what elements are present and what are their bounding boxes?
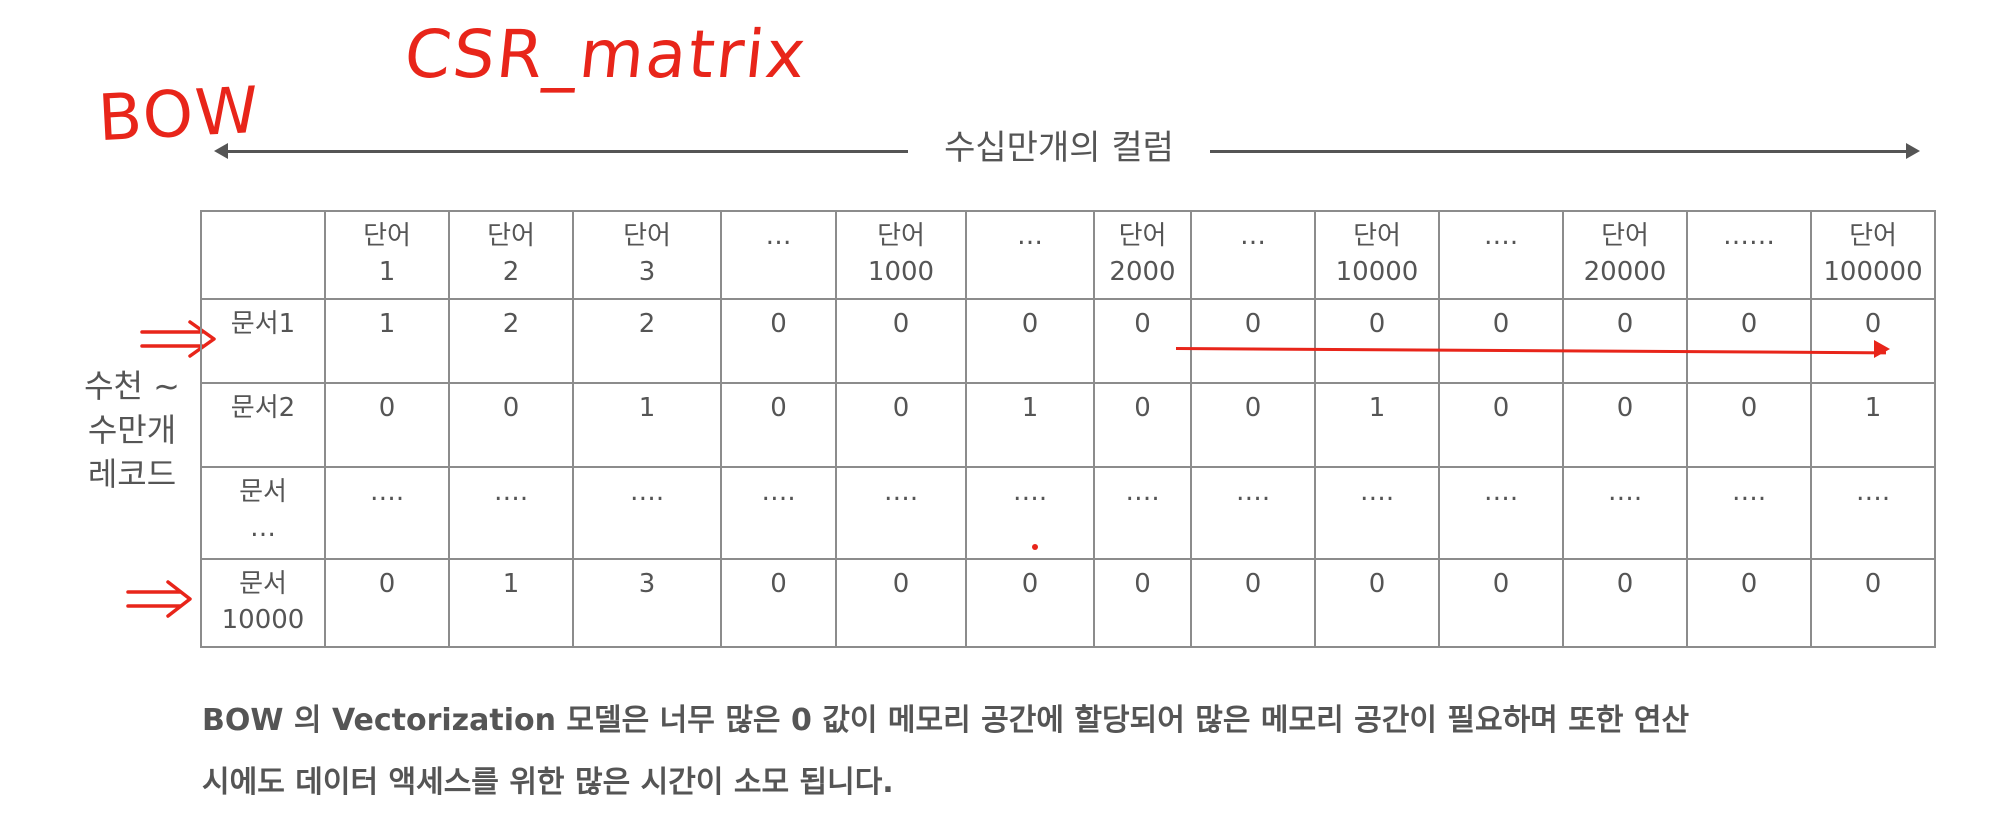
table-cell: 0: [1314, 558, 1440, 648]
table-cell: ….: [572, 466, 722, 560]
records-label-line: 레코드: [87, 455, 177, 493]
table-cell: ….: [835, 466, 967, 560]
row-label: 문서1: [200, 298, 326, 384]
handwritten-bow: BOW: [96, 73, 263, 157]
header-cell: 단어 20000: [1562, 210, 1688, 300]
header-cell: …: [1190, 210, 1316, 300]
table-cell: 0: [1314, 298, 1440, 384]
header-cell: 단어 10000: [1314, 210, 1440, 300]
header-cell: 단어 1000: [835, 210, 967, 300]
table-cell: ….: [1314, 466, 1440, 560]
row-label: 문서2: [200, 382, 326, 468]
table-cell: 0: [720, 298, 837, 384]
table-cell: 1: [965, 382, 1095, 468]
header-cell: 단어 1: [324, 210, 450, 300]
table-cell: 0: [965, 558, 1095, 648]
handwritten-csr-matrix: CSR_matrix: [400, 16, 812, 93]
table-cell: ….: [1810, 466, 1936, 560]
table-row: 문서2 0 0 1 0 0 1 0 0 1 0 0 0 1: [200, 382, 1936, 468]
table-cell: 0: [448, 382, 574, 468]
bow-matrix-table: 단어 1 단어 2 단어 3 … 단어 1000 … 단어 2000 … 단어 10000 …: [200, 210, 1936, 648]
table-cell: ….: [1562, 466, 1688, 560]
table-cell: 0: [1562, 298, 1688, 384]
sparse-row-arrow-head-icon: [1874, 340, 1890, 358]
table-cell: 2: [572, 298, 722, 384]
table-cell: 0: [720, 382, 837, 468]
header-cell: 단어 100000: [1810, 210, 1936, 300]
table-cell: 0: [1810, 298, 1936, 384]
table-cell: 0: [1438, 382, 1564, 468]
table-cell: 0: [1438, 558, 1564, 648]
double-arrow-row4-icon: [126, 580, 192, 618]
table-cell: ….: [1190, 466, 1316, 560]
table-cell: 1: [448, 558, 574, 648]
table-cell: 0: [1190, 382, 1316, 468]
table-cell: ….: [720, 466, 837, 560]
header-cell: [200, 210, 326, 300]
table-cell: 0: [835, 298, 967, 384]
column-span-label: 수십만개의 컬럼: [944, 128, 1174, 168]
header-cell: 단어 2: [448, 210, 574, 300]
records-label-line: 수만개: [87, 411, 177, 449]
row-label: 문서 10000: [200, 558, 326, 648]
table-cell: 1: [324, 298, 450, 384]
table-cell: 3: [572, 558, 722, 648]
table-cell: 0: [1093, 558, 1192, 648]
header-cell: …: [965, 210, 1095, 300]
span-line-left: [218, 150, 908, 153]
table-cell: 0: [1686, 558, 1812, 648]
red-dot-mark: [1032, 544, 1038, 550]
caption-line: BOW 의 Vectorization 모델은 너무 많은 0 값이 메모리 공…: [202, 703, 1690, 738]
header-cell: 단어 2000: [1093, 210, 1192, 300]
table-cell: 1: [1810, 382, 1936, 468]
caption-line: 시에도 데이터 액세스를 위한 많은 시간이 소모 됩니다.: [202, 765, 894, 800]
header-cell: ….: [1438, 210, 1564, 300]
table-cell: 0: [1093, 298, 1192, 384]
table-cell: 0: [1093, 382, 1192, 468]
table-cell: 0: [324, 558, 450, 648]
header-cell: ……: [1686, 210, 1812, 300]
table-cell: ….: [324, 466, 450, 560]
table-cell: 0: [835, 558, 967, 648]
span-arrow-right-icon: [1906, 143, 1920, 159]
table-cell: 1: [1314, 382, 1440, 468]
table-cell: ….: [448, 466, 574, 560]
table-cell: ….: [1438, 466, 1564, 560]
records-label-line: 수천 ~: [84, 367, 180, 405]
table-cell: 1: [572, 382, 722, 468]
span-line-right: [1210, 150, 1908, 153]
table-row: 문서 10000 0 1 3 0 0 0 0 0 0 0 0 0 0: [200, 558, 1936, 648]
row-label: 문서…: [200, 466, 326, 560]
table-cell: 0: [1562, 558, 1688, 648]
table-row: 문서1 1 2 2 0 0 0 0 0 0 0 0 0 0: [200, 298, 1936, 384]
table-cell: 0: [1190, 558, 1316, 648]
table-cell: 0: [1686, 382, 1812, 468]
table-cell: 0: [1686, 298, 1812, 384]
table-cell: 0: [720, 558, 837, 648]
table-row: 문서… …. …. …. …. …. …. …. …. …. …. …. …. …: [200, 466, 1936, 560]
table-cell: ….: [965, 466, 1095, 560]
table-cell: 0: [1810, 558, 1936, 648]
table-cell: 0: [1438, 298, 1564, 384]
header-cell: …: [720, 210, 837, 300]
table-cell: 0: [1190, 298, 1316, 384]
table-header-row: 단어 1 단어 2 단어 3 … 단어 1000 … 단어 2000 … 단어 10000 …: [200, 210, 1936, 300]
table-cell: ….: [1093, 466, 1192, 560]
records-label: 수천 ~ 수만개 레코드: [72, 364, 192, 496]
table-cell: 2: [448, 298, 574, 384]
table-cell: 0: [324, 382, 450, 468]
caption: BOW 의 Vectorization 모델은 너무 많은 0 값이 메모리 공…: [202, 690, 1982, 814]
table-cell: ….: [1686, 466, 1812, 560]
table-cell: 0: [835, 382, 967, 468]
table-cell: 0: [1562, 382, 1688, 468]
header-cell: 단어 3: [572, 210, 722, 300]
table-cell: 0: [965, 298, 1095, 384]
